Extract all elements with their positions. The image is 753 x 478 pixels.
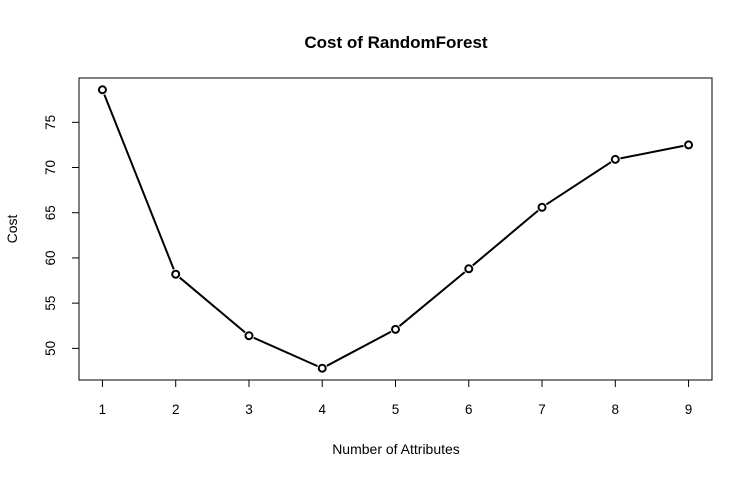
x-tick-label: 7	[538, 402, 546, 417]
x-tick-label: 8	[612, 402, 620, 417]
data-point	[610, 154, 620, 164]
data-point	[317, 363, 327, 373]
data-point	[684, 140, 694, 150]
y-tick-label: 55	[43, 296, 58, 311]
x-tick-label: 5	[392, 402, 400, 417]
y-tick-label: 70	[43, 160, 58, 175]
x-axis-label: Number of Attributes	[332, 441, 460, 457]
y-tick-label: 50	[43, 341, 58, 356]
data-point	[171, 269, 181, 279]
series-group	[97, 85, 694, 373]
series-line-segment	[545, 161, 612, 206]
x-tick-label: 4	[318, 402, 326, 417]
y-tick-label: 65	[43, 205, 58, 220]
y-tick-label: 60	[43, 250, 58, 265]
series-line-segment	[398, 271, 466, 327]
x-tick-label: 1	[99, 402, 107, 417]
y-tick-label: 75	[43, 115, 58, 130]
data-point	[244, 331, 254, 341]
series-line-segment	[326, 330, 392, 367]
series-line-segment	[472, 209, 539, 267]
x-tick-label: 9	[685, 402, 693, 417]
y-axis: 50 55 60 65 70 75	[43, 115, 80, 356]
x-axis: 1 2 3 4 5 6 7 8 9	[99, 379, 693, 417]
x-tick-label: 2	[172, 402, 180, 417]
series-line-segment	[620, 144, 684, 160]
data-point	[391, 324, 400, 334]
x-tick-label: 6	[465, 402, 473, 417]
plot-frame	[78, 77, 713, 381]
x-tick-label: 3	[245, 402, 253, 417]
series-line-segment	[253, 336, 318, 368]
y-axis-label: Cost	[4, 215, 20, 244]
chart-title: Cost of RandomForest	[304, 33, 488, 52]
data-point	[97, 85, 107, 95]
data-point	[464, 264, 474, 274]
data-point	[537, 202, 547, 212]
series-line-segment	[103, 94, 175, 270]
series-line-segment	[179, 276, 246, 334]
